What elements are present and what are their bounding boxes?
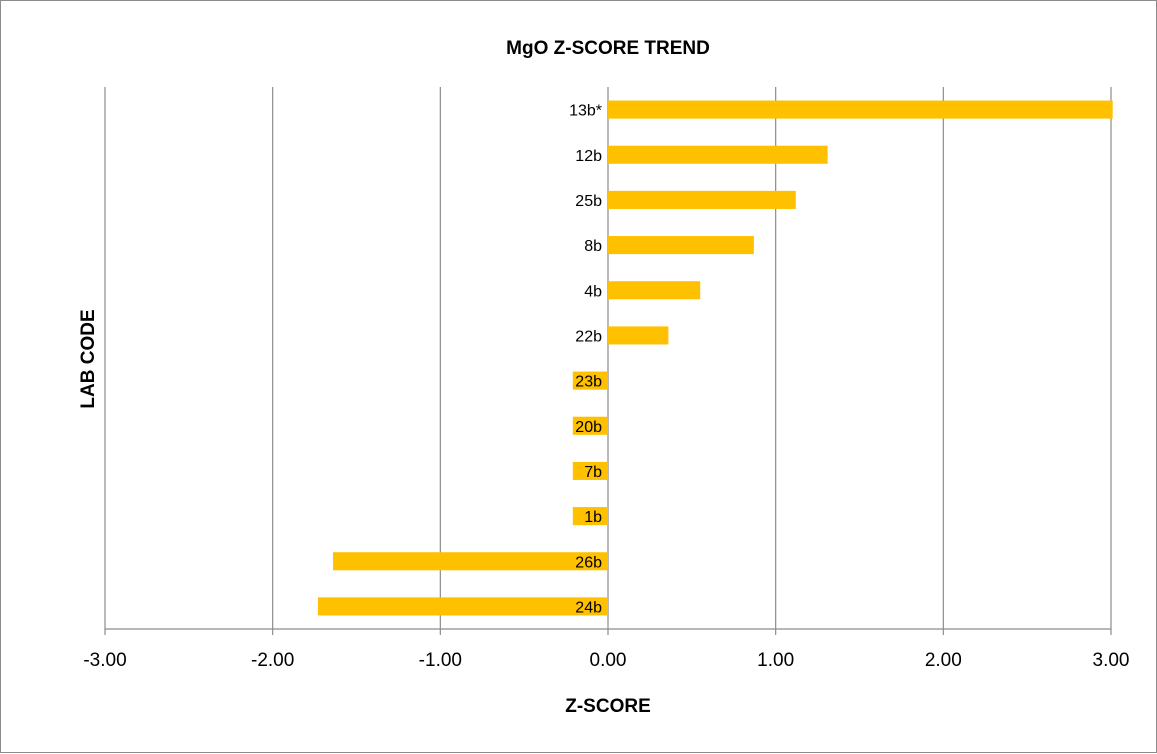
category-label: 24b — [575, 599, 602, 616]
category-label: 25b — [575, 193, 602, 210]
x-tick-label: -2.00 — [251, 650, 294, 671]
bar-1b — [572, 507, 608, 526]
x-tick-label: 0.00 — [590, 650, 627, 671]
bar-12b — [608, 145, 828, 164]
bar-7b — [572, 461, 608, 480]
bar-26b — [333, 552, 608, 571]
x-tick-label: 2.00 — [925, 650, 962, 671]
x-axis-title: Z-SCORE — [565, 696, 651, 717]
bars — [317, 100, 1113, 616]
x-tick-label: 3.00 — [1093, 650, 1130, 671]
x-tick-label: 1.00 — [757, 650, 794, 671]
category-label: 22b — [575, 328, 602, 345]
gridlines — [104, 87, 1112, 629]
bar-8b — [608, 236, 754, 255]
x-tick-label: -1.00 — [419, 650, 462, 671]
category-label: 12b — [575, 148, 602, 165]
category-label: 13b* — [569, 103, 602, 120]
category-label: 20b — [575, 419, 602, 436]
category-label: 7b — [584, 464, 602, 481]
category-label: 1b — [584, 509, 602, 526]
bar-23b — [572, 371, 608, 390]
category-label: 26b — [575, 554, 602, 571]
y-axis-title: LAB CODE — [78, 309, 99, 408]
bar-20b — [572, 416, 608, 435]
category-label: 23b — [575, 374, 602, 391]
bar-22b — [608, 326, 669, 345]
x-tick-label: -3.00 — [83, 650, 126, 671]
bar-25b — [608, 190, 796, 209]
bar-4b — [608, 281, 701, 300]
category-label: 8b — [584, 238, 602, 255]
bar-24b — [317, 597, 608, 616]
x-axis: -3.00 -2.00 -1.00 0.00 1.00 2.00 3.00 — [83, 628, 1130, 671]
chart-title: MgO Z-SCORE TREND — [506, 38, 710, 59]
bar-13b-star — [608, 100, 1113, 119]
category-label: 4b — [584, 283, 602, 300]
category-labels: 13b* 12b 25b 8b 4b 22b 23b 20b 7b 1b 26b 24b — [569, 103, 602, 617]
